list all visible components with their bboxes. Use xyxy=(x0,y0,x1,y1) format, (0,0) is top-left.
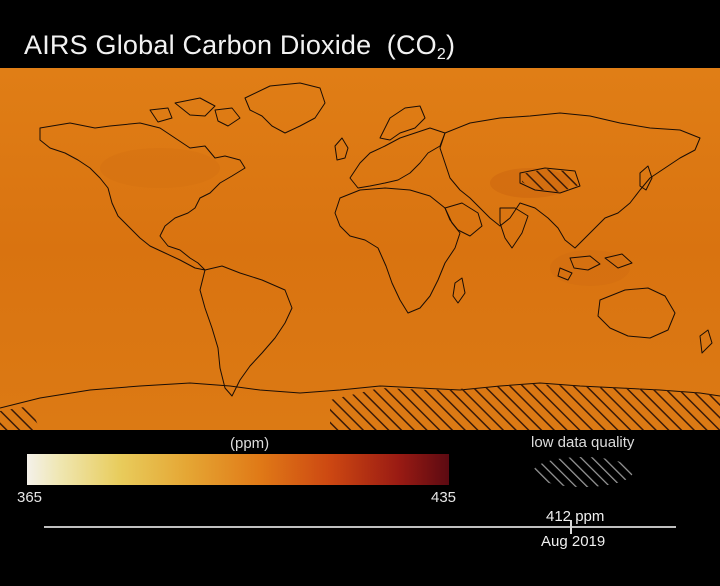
low-quality-legend-label: low data quality xyxy=(531,434,635,451)
page-title: AIRS Global Carbon Dioxide (CO2) xyxy=(24,30,455,64)
colorbar-min-label: 365 xyxy=(17,489,43,506)
colorbar-max-label: 435 xyxy=(431,489,457,506)
ppm-value: 412 ppm xyxy=(546,508,605,525)
world-map-svg xyxy=(0,68,720,430)
title-text: AIRS Global Carbon Dioxide xyxy=(24,30,372,60)
date-label: Aug 2019 xyxy=(541,533,606,550)
timeline-marker xyxy=(570,520,572,534)
co2-map xyxy=(0,68,720,430)
colorbar xyxy=(27,454,449,485)
low-quality-hatch xyxy=(0,169,720,430)
low-quality-swatch xyxy=(533,457,633,487)
timeline-bar xyxy=(44,526,676,528)
colorbar-unit-label: (ppm) xyxy=(230,435,270,452)
title-formula: (CO2) xyxy=(386,30,456,63)
